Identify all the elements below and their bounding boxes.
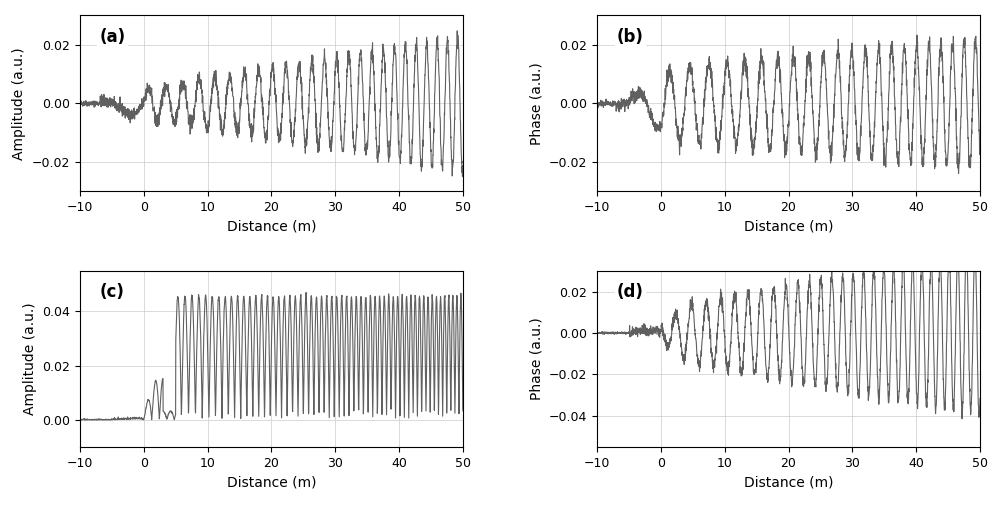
Y-axis label: Amplitude (a.u.): Amplitude (a.u.) [23, 303, 37, 415]
X-axis label: Distance (m): Distance (m) [227, 220, 316, 234]
Text: (a): (a) [99, 27, 125, 46]
Y-axis label: Amplitude (a.u.): Amplitude (a.u.) [12, 47, 26, 160]
X-axis label: Distance (m): Distance (m) [744, 475, 833, 489]
X-axis label: Distance (m): Distance (m) [227, 475, 316, 489]
Text: (d): (d) [616, 283, 643, 301]
Text: (b): (b) [616, 27, 643, 46]
Text: (c): (c) [99, 283, 124, 301]
Y-axis label: Phase (a.u.): Phase (a.u.) [529, 62, 543, 145]
Y-axis label: Phase (a.u.): Phase (a.u.) [529, 318, 543, 400]
X-axis label: Distance (m): Distance (m) [744, 220, 833, 234]
